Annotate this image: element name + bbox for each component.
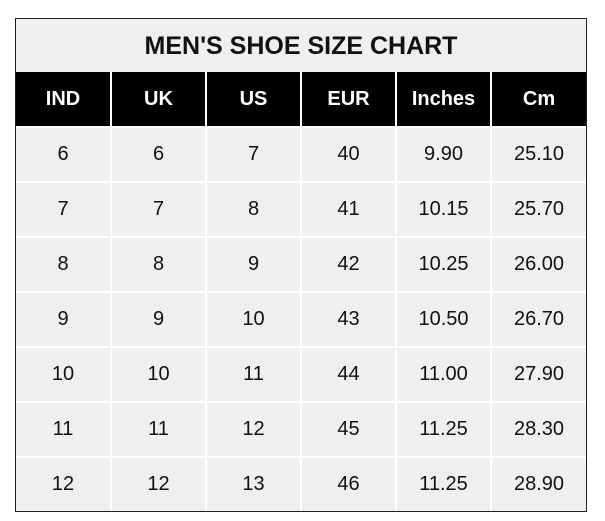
table-row: 12 12 13 46 11.25 28.90	[16, 456, 586, 511]
table-cell: 6	[16, 126, 112, 183]
table-cell: 40	[300, 126, 397, 183]
table-cell: 8	[205, 181, 302, 238]
table-cell: 28.90	[490, 456, 586, 511]
table-cell: 11	[110, 401, 207, 458]
column-header: IND	[16, 72, 112, 127]
table-row: 7 7 8 41 10.15 25.70	[16, 181, 586, 238]
table-cell: 12	[110, 456, 207, 511]
table-cell: 26.70	[490, 291, 586, 348]
table-cell: 45	[300, 401, 397, 458]
table-cell: 9	[205, 236, 302, 293]
table-cell: 7	[205, 126, 302, 183]
table-row: 10 10 11 44 11.00 27.90	[16, 346, 586, 403]
size-chart: MEN'S SHOE SIZE CHART IND UK US EUR Inches Cm…	[15, 18, 587, 512]
table-cell: 8	[110, 236, 207, 293]
table-cell: 11.25	[395, 456, 492, 511]
size-table: IND UK US EUR Inches Cm 6 6 7 40 9.90 25.10 7 7 8 41 10…	[16, 72, 586, 511]
table-cell: 9	[16, 291, 112, 348]
table-cell: 42	[300, 236, 397, 293]
table-cell: 43	[300, 291, 397, 348]
table-cell: 9.90	[395, 126, 492, 183]
column-header: UK	[110, 72, 207, 127]
table-cell: 13	[205, 456, 302, 511]
table-cell: 10	[16, 346, 112, 403]
table-cell: 26.00	[490, 236, 586, 293]
column-header: EUR	[300, 72, 397, 127]
table-cell: 11	[205, 346, 302, 403]
table-cell: 7	[16, 181, 112, 238]
table-cell: 8	[16, 236, 112, 293]
table-cell: 46	[300, 456, 397, 511]
chart-title: MEN'S SHOE SIZE CHART	[144, 32, 458, 60]
table-cell: 10.15	[395, 181, 492, 238]
table-cell: 9	[110, 291, 207, 348]
table-cell: 28.30	[490, 401, 586, 458]
table-cell: 12	[16, 456, 112, 511]
table-cell: 10	[205, 291, 302, 348]
table-cell: 11.25	[395, 401, 492, 458]
table-cell: 12	[205, 401, 302, 458]
table-cell: 11	[16, 401, 112, 458]
table-cell: 44	[300, 346, 397, 403]
column-header: US	[205, 72, 302, 127]
table-cell: 7	[110, 181, 207, 238]
table-row: 6 6 7 40 9.90 25.10	[16, 126, 586, 183]
table-cell: 11.00	[395, 346, 492, 403]
table-cell: 10.25	[395, 236, 492, 293]
table-cell: 25.70	[490, 181, 586, 238]
table-row: 8 8 9 42 10.25 26.00	[16, 236, 586, 293]
table-cell: 41	[300, 181, 397, 238]
table-row: 11 11 12 45 11.25 28.30	[16, 401, 586, 458]
table-cell: 27.90	[490, 346, 586, 403]
header-row: IND UK US EUR Inches Cm	[16, 72, 586, 127]
table-cell: 10	[110, 346, 207, 403]
table-cell: 25.10	[490, 126, 586, 183]
table-cell: 6	[110, 126, 207, 183]
table-cell: 10.50	[395, 291, 492, 348]
table-row: 9 9 10 43 10.50 26.70	[16, 291, 586, 348]
column-header: Cm	[490, 72, 586, 127]
column-header: Inches	[395, 72, 492, 127]
